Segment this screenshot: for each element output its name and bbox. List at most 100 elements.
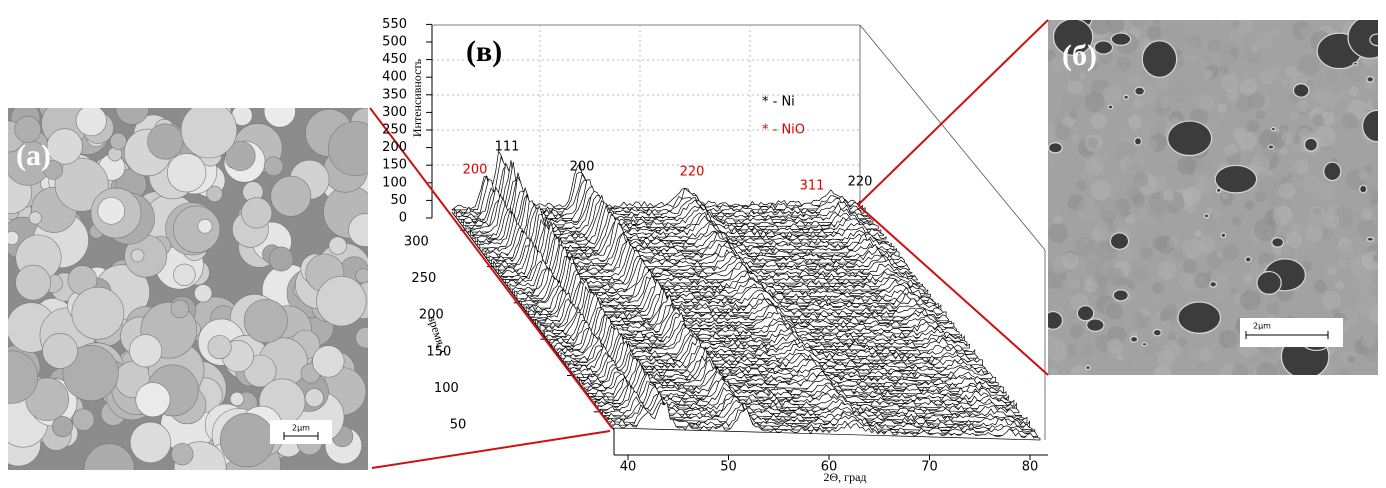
texture — [1068, 68, 1081, 81]
sem-image-a — [8, 108, 368, 470]
texture — [1062, 279, 1069, 287]
particle — [109, 132, 127, 150]
scale-bar-label: 2μm — [1253, 322, 1271, 331]
texture — [1201, 215, 1217, 231]
texture — [1106, 338, 1124, 355]
texture — [1280, 244, 1297, 261]
texture — [1232, 20, 1240, 28]
texture — [1152, 248, 1161, 258]
texture — [1176, 337, 1187, 348]
peak-label: 200 — [570, 160, 595, 175]
texture — [1222, 244, 1240, 262]
tick-label: 400 — [382, 70, 407, 85]
texture — [1131, 192, 1145, 206]
tick-label: 350 — [382, 87, 407, 102]
texture — [1347, 355, 1356, 364]
particle — [147, 123, 184, 160]
waterfall-plot — [426, 23, 1048, 460]
particle — [263, 108, 296, 128]
texture — [1157, 260, 1177, 281]
texture — [1244, 200, 1254, 211]
texture — [1114, 140, 1136, 162]
particle — [170, 299, 190, 319]
pore — [1093, 40, 1114, 55]
trace — [569, 332, 994, 380]
pore — [1292, 83, 1310, 98]
legend-entry: * - NiO — [762, 123, 805, 138]
pore — [1366, 236, 1375, 242]
texture — [1306, 79, 1313, 87]
texture — [1150, 102, 1159, 111]
particle — [197, 218, 213, 234]
texture — [1165, 310, 1177, 321]
particle — [97, 197, 126, 225]
texture — [1304, 224, 1323, 243]
particle — [54, 157, 109, 212]
back-grid — [432, 25, 860, 208]
pore — [1167, 120, 1213, 157]
texture — [1198, 348, 1213, 362]
particle — [219, 412, 275, 468]
pore — [1129, 335, 1139, 343]
texture — [1069, 278, 1081, 290]
texture — [1253, 218, 1276, 241]
particle — [167, 153, 207, 193]
particle — [206, 185, 223, 203]
texture — [1312, 113, 1325, 127]
scale-bar — [283, 432, 319, 440]
texture — [1219, 20, 1227, 24]
texture — [1300, 25, 1314, 39]
legend-entry: * - Ni — [762, 95, 795, 110]
texture — [1281, 79, 1289, 86]
texture — [1251, 45, 1259, 53]
texture — [1231, 216, 1242, 226]
trace — [593, 373, 1020, 414]
tick-label: 500 — [382, 35, 407, 50]
tick-label: 100 — [434, 381, 459, 396]
tick-label: 50 — [450, 418, 467, 433]
texture — [1371, 98, 1378, 110]
scale-bar — [1245, 331, 1329, 339]
texture — [1255, 109, 1266, 120]
texture — [1095, 221, 1107, 234]
tick-label: 60 — [821, 460, 838, 475]
particle — [51, 416, 73, 438]
texture — [1109, 64, 1122, 76]
texture — [1272, 100, 1281, 110]
texture — [1091, 20, 1112, 35]
texture — [1146, 24, 1162, 40]
tick-label: 70 — [921, 460, 938, 475]
texture — [1256, 32, 1274, 51]
texture — [1168, 236, 1180, 248]
texture — [1154, 364, 1172, 375]
texture — [1285, 66, 1298, 78]
texture — [1149, 293, 1163, 306]
texture — [1076, 180, 1087, 191]
tick-label: 300 — [382, 105, 407, 120]
pore — [1323, 161, 1342, 182]
pore — [1107, 104, 1114, 110]
pore — [1141, 40, 1178, 78]
pore — [1369, 33, 1378, 47]
tick-label: 550 — [382, 17, 407, 32]
texture — [1239, 289, 1261, 311]
texture — [1323, 212, 1340, 229]
texture — [1216, 252, 1223, 259]
texture — [1341, 112, 1358, 129]
tick-label: 0 — [399, 211, 407, 226]
texture — [1319, 227, 1334, 241]
texture — [1213, 288, 1228, 303]
tick-label: 250 — [382, 123, 407, 138]
texture — [1219, 42, 1240, 63]
texture — [1179, 36, 1200, 58]
pore — [1267, 144, 1275, 150]
pore — [1209, 281, 1218, 288]
trace — [572, 342, 997, 383]
texture — [1364, 164, 1374, 175]
pore — [1271, 237, 1285, 248]
pore — [1109, 232, 1130, 250]
particle — [207, 335, 232, 360]
pore — [1214, 164, 1258, 194]
texture — [1127, 114, 1143, 130]
texture — [1301, 174, 1321, 194]
